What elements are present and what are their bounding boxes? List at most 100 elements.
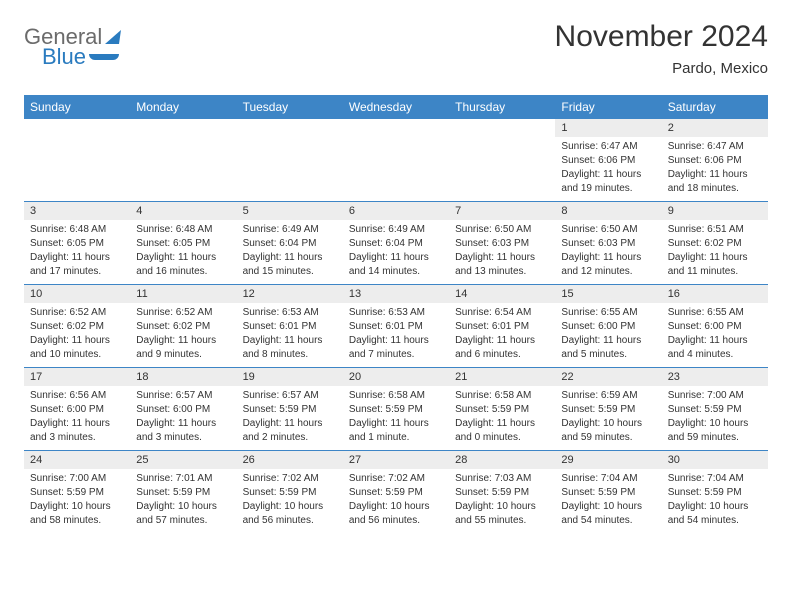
day-details: Sunrise: 6:58 AMSunset: 5:59 PMDaylight:… <box>449 386 555 449</box>
day-dl1: Daylight: 11 hours <box>668 251 762 264</box>
day-dl1: Daylight: 10 hours <box>668 417 762 430</box>
day-sunset: Sunset: 5:59 PM <box>30 486 124 499</box>
day-dl2: and 0 minutes. <box>455 431 549 444</box>
day-dl2: and 1 minute. <box>349 431 443 444</box>
day-sunset: Sunset: 6:01 PM <box>349 320 443 333</box>
day-sunrise: Sunrise: 7:04 AM <box>561 472 655 485</box>
day-details: Sunrise: 6:52 AMSunset: 6:02 PMDaylight:… <box>130 303 236 366</box>
day-number: 5 <box>237 202 343 220</box>
month-title: November 2024 <box>555 20 768 54</box>
day-sunrise: Sunrise: 6:52 AM <box>30 306 124 319</box>
day-dl2: and 59 minutes. <box>561 431 655 444</box>
day-sunset: Sunset: 6:05 PM <box>30 237 124 250</box>
day-sunrise: Sunrise: 6:49 AM <box>349 223 443 236</box>
day-number: 23 <box>662 368 768 386</box>
day-dl1: Daylight: 11 hours <box>136 251 230 264</box>
day-dl1: Daylight: 11 hours <box>561 168 655 181</box>
day-number: 20 <box>343 368 449 386</box>
day-number: 2 <box>662 119 768 137</box>
day-dl1: Daylight: 11 hours <box>455 334 549 347</box>
day-cell-blank <box>343 119 449 201</box>
day-dl1: Daylight: 11 hours <box>243 334 337 347</box>
title-block: November 2024 Pardo, Mexico <box>555 20 768 77</box>
day-sunset: Sunset: 6:06 PM <box>668 154 762 167</box>
day-dl2: and 13 minutes. <box>455 265 549 278</box>
day-sunset: Sunset: 5:59 PM <box>349 403 443 416</box>
day-cell: 9Sunrise: 6:51 AMSunset: 6:02 PMDaylight… <box>662 202 768 284</box>
day-sunset: Sunset: 6:02 PM <box>136 320 230 333</box>
day-dl2: and 9 minutes. <box>136 348 230 361</box>
day-details: Sunrise: 7:02 AMSunset: 5:59 PMDaylight:… <box>237 469 343 532</box>
day-dl1: Daylight: 11 hours <box>455 251 549 264</box>
day-sunset: Sunset: 5:59 PM <box>561 486 655 499</box>
day-sunset: Sunset: 5:59 PM <box>349 486 443 499</box>
day-header-monday: Monday <box>130 95 236 119</box>
day-sunrise: Sunrise: 6:47 AM <box>668 140 762 153</box>
day-dl2: and 3 minutes. <box>30 431 124 444</box>
day-cell: 13Sunrise: 6:53 AMSunset: 6:01 PMDayligh… <box>343 285 449 367</box>
day-dl1: Daylight: 11 hours <box>136 334 230 347</box>
day-sunrise: Sunrise: 6:50 AM <box>561 223 655 236</box>
day-details: Sunrise: 6:47 AMSunset: 6:06 PMDaylight:… <box>662 137 768 200</box>
day-sunrise: Sunrise: 6:58 AM <box>455 389 549 402</box>
day-cell: 27Sunrise: 7:02 AMSunset: 5:59 PMDayligh… <box>343 451 449 533</box>
day-dl1: Daylight: 10 hours <box>136 500 230 513</box>
day-number <box>130 119 236 137</box>
day-cell-blank <box>130 119 236 201</box>
day-dl1: Daylight: 11 hours <box>668 168 762 181</box>
day-dl1: Daylight: 10 hours <box>561 500 655 513</box>
day-cell: 24Sunrise: 7:00 AMSunset: 5:59 PMDayligh… <box>24 451 130 533</box>
day-sunset: Sunset: 6:06 PM <box>561 154 655 167</box>
day-dl1: Daylight: 10 hours <box>455 500 549 513</box>
day-cell-blank <box>237 119 343 201</box>
day-header-friday: Friday <box>555 95 661 119</box>
day-dl1: Daylight: 11 hours <box>561 334 655 347</box>
day-cell: 19Sunrise: 6:57 AMSunset: 5:59 PMDayligh… <box>237 368 343 450</box>
day-cell-blank <box>24 119 130 201</box>
day-sunset: Sunset: 5:59 PM <box>455 403 549 416</box>
day-dl1: Daylight: 11 hours <box>30 334 124 347</box>
day-cell: 16Sunrise: 6:55 AMSunset: 6:00 PMDayligh… <box>662 285 768 367</box>
location-label: Pardo, Mexico <box>555 60 768 77</box>
day-sunrise: Sunrise: 6:57 AM <box>243 389 337 402</box>
day-dl1: Daylight: 11 hours <box>349 251 443 264</box>
day-number <box>343 119 449 137</box>
logo-sail-icon <box>105 30 121 44</box>
day-dl2: and 4 minutes. <box>668 348 762 361</box>
day-number: 11 <box>130 285 236 303</box>
day-dl1: Daylight: 11 hours <box>136 417 230 430</box>
day-cell: 30Sunrise: 7:04 AMSunset: 5:59 PMDayligh… <box>662 451 768 533</box>
day-details: Sunrise: 6:52 AMSunset: 6:02 PMDaylight:… <box>24 303 130 366</box>
day-sunset: Sunset: 5:59 PM <box>243 403 337 416</box>
day-cell: 14Sunrise: 6:54 AMSunset: 6:01 PMDayligh… <box>449 285 555 367</box>
day-cell: 11Sunrise: 6:52 AMSunset: 6:02 PMDayligh… <box>130 285 236 367</box>
day-dl2: and 16 minutes. <box>136 265 230 278</box>
day-cell: 25Sunrise: 7:01 AMSunset: 5:59 PMDayligh… <box>130 451 236 533</box>
week-row: 3Sunrise: 6:48 AMSunset: 6:05 PMDaylight… <box>24 201 768 284</box>
day-dl1: Daylight: 11 hours <box>561 251 655 264</box>
day-cell: 22Sunrise: 6:59 AMSunset: 5:59 PMDayligh… <box>555 368 661 450</box>
day-dl1: Daylight: 10 hours <box>349 500 443 513</box>
day-dl1: Daylight: 11 hours <box>243 251 337 264</box>
day-sunrise: Sunrise: 6:56 AM <box>30 389 124 402</box>
day-dl2: and 57 minutes. <box>136 514 230 527</box>
day-dl2: and 8 minutes. <box>243 348 337 361</box>
day-cell: 10Sunrise: 6:52 AMSunset: 6:02 PMDayligh… <box>24 285 130 367</box>
day-cell: 12Sunrise: 6:53 AMSunset: 6:01 PMDayligh… <box>237 285 343 367</box>
day-sunrise: Sunrise: 6:48 AM <box>30 223 124 236</box>
day-number: 13 <box>343 285 449 303</box>
day-details: Sunrise: 6:49 AMSunset: 6:04 PMDaylight:… <box>237 220 343 283</box>
day-header-wednesday: Wednesday <box>343 95 449 119</box>
day-details: Sunrise: 6:58 AMSunset: 5:59 PMDaylight:… <box>343 386 449 449</box>
day-cell: 29Sunrise: 7:04 AMSunset: 5:59 PMDayligh… <box>555 451 661 533</box>
day-details: Sunrise: 6:50 AMSunset: 6:03 PMDaylight:… <box>449 220 555 283</box>
day-sunrise: Sunrise: 6:47 AM <box>561 140 655 153</box>
logo-hull-icon <box>89 54 119 60</box>
day-number: 8 <box>555 202 661 220</box>
day-dl1: Daylight: 11 hours <box>349 334 443 347</box>
day-cell: 26Sunrise: 7:02 AMSunset: 5:59 PMDayligh… <box>237 451 343 533</box>
day-number: 4 <box>130 202 236 220</box>
day-sunrise: Sunrise: 7:01 AM <box>136 472 230 485</box>
day-details: Sunrise: 6:48 AMSunset: 6:05 PMDaylight:… <box>24 220 130 283</box>
day-sunrise: Sunrise: 6:55 AM <box>668 306 762 319</box>
